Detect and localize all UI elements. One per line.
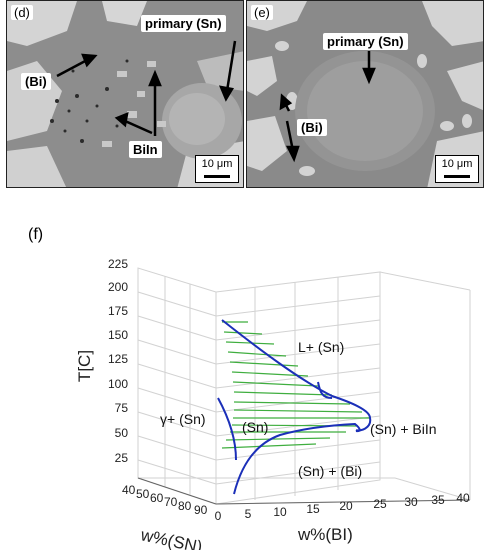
bi-tick: 15: [306, 502, 320, 516]
bi-axis-ticks: 0 5 10 15 20 25 30 35 40: [215, 491, 470, 523]
region-sn-biin: (Sn) + BiIn: [370, 421, 437, 437]
micrograph-panel-e: (e) primary (Sn) (Bi) 10 μm: [246, 0, 484, 188]
t-tick: 50: [115, 426, 129, 440]
bi-tick: 30: [404, 495, 418, 509]
region-sn-bi: (Sn) + (Bi): [298, 463, 362, 479]
t-tick: 150: [108, 328, 128, 342]
label-bi-d: (Bi): [21, 73, 51, 90]
t-axis-ticks: 25 50 75 100 125 150 175 200 225: [108, 257, 128, 465]
sn-tick: 50: [136, 487, 150, 501]
bi-tick: 10: [273, 505, 287, 519]
bi-axis-title: w%(BI): [297, 525, 353, 544]
sn-tick: 80: [178, 499, 192, 513]
sn-tick: 60: [150, 491, 164, 505]
scale-text-e: 10 μm: [441, 158, 473, 170]
panel-d-letter: (d): [11, 5, 33, 20]
axes-frame: [137, 477, 471, 505]
bi-tick: 35: [431, 493, 445, 507]
figure-f-letter: (f): [28, 226, 44, 243]
t-tick: 125: [108, 352, 128, 366]
scale-bar-e: 10 μm: [435, 155, 479, 183]
label-biin-d: BiIn: [129, 141, 162, 158]
t-tick: 175: [108, 304, 128, 318]
phase-boundaries: [217, 319, 372, 495]
bi-tick: 0: [215, 509, 222, 523]
scale-line-d: [204, 175, 230, 178]
t-tick: 100: [108, 377, 128, 391]
sn-axis-title: w%(SN): [138, 525, 204, 550]
t-tick: 200: [108, 280, 128, 294]
sn-tick: 70: [164, 495, 178, 509]
scale-text-d: 10 μm: [201, 158, 233, 170]
tie-lines: [221, 321, 370, 449]
t-tick: 225: [108, 257, 128, 271]
label-primary-sn-d: primary (Sn): [141, 15, 226, 32]
t-tick: 25: [115, 451, 129, 465]
region-labels: L+ (Sn) γ+ (Sn) (Sn) (Sn) + BiIn (Sn) + …: [160, 339, 437, 479]
t-axis-title: T[C]: [75, 350, 94, 382]
bi-tick: 20: [339, 499, 353, 513]
sn-tick: 40: [122, 483, 136, 497]
region-gamma-sn: γ+ (Sn): [160, 411, 206, 427]
bi-tick: 40: [456, 491, 470, 505]
region-sn: (Sn): [242, 419, 268, 435]
region-liquid-sn: L+ (Sn): [298, 339, 344, 355]
label-bi-e: (Bi): [297, 119, 327, 136]
scale-line-e: [444, 175, 470, 178]
sn-axis-ticks: 40 50 60 70 80 90: [122, 483, 208, 517]
micrograph-panel-d: (d) primary (Sn) (Bi) BiIn 10 μm: [6, 0, 244, 188]
bi-tick: 5: [245, 507, 252, 521]
sn-tick: 90: [194, 503, 208, 517]
label-primary-sn-e: primary (Sn): [323, 33, 408, 50]
panel-e-letter: (e): [251, 5, 273, 20]
t-tick: 75: [115, 401, 129, 415]
grid-lines: [137, 267, 471, 505]
scale-bar-d: 10 μm: [195, 155, 239, 183]
bi-tick: 25: [373, 497, 387, 511]
